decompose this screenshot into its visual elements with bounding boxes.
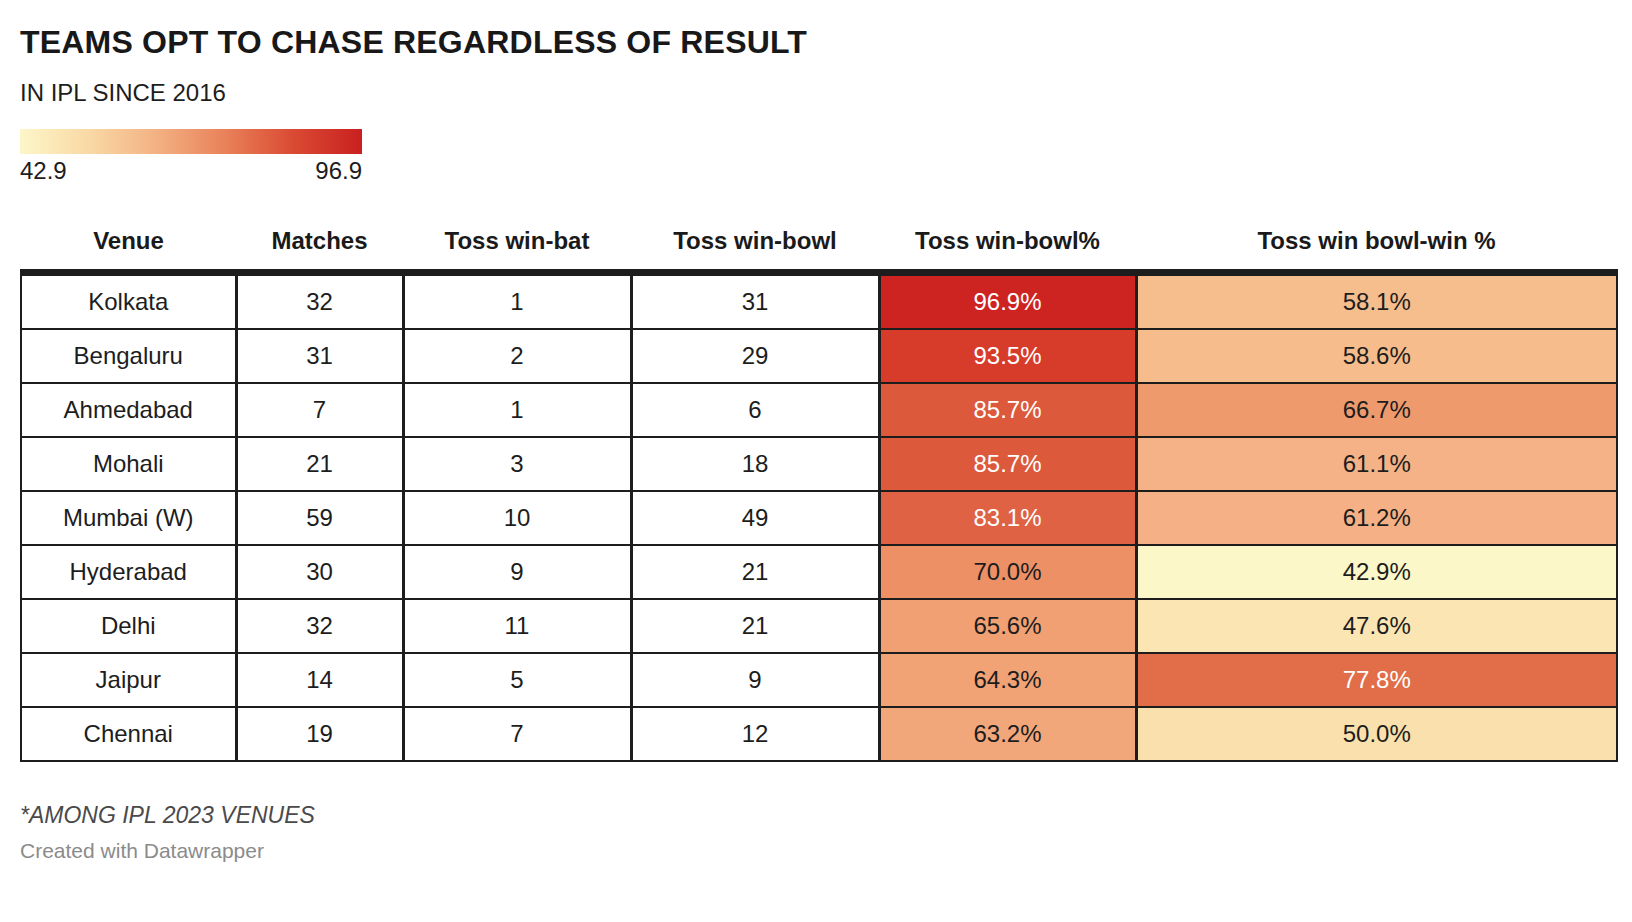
column-header: Matches: [236, 217, 403, 273]
table-cell: 21: [631, 545, 879, 599]
table-cell: 1: [403, 383, 631, 437]
table-cell: 31: [631, 273, 879, 330]
table-row: Delhi32112165.6%47.6%: [21, 599, 1617, 653]
table-cell: 21: [631, 599, 879, 653]
table-cell: 18: [631, 437, 879, 491]
table-cell: 11: [403, 599, 631, 653]
table-cell: 64.3%: [879, 653, 1136, 707]
column-header: Venue: [21, 217, 236, 273]
venue-cell: Hyderabad: [21, 545, 236, 599]
table-cell: 47.6%: [1136, 599, 1617, 653]
table-cell: 70.0%: [879, 545, 1136, 599]
table-cell: 32: [236, 273, 403, 330]
column-header: Toss win-bowl%: [879, 217, 1136, 273]
table-cell: 5: [403, 653, 631, 707]
table-cell: 7: [236, 383, 403, 437]
table-row: Chennai1971263.2%50.0%: [21, 707, 1617, 761]
table-cell: 61.2%: [1136, 491, 1617, 545]
table-row: Hyderabad3092170.0%42.9%: [21, 545, 1617, 599]
table-row: Kolkata3213196.9%58.1%: [21, 273, 1617, 330]
table-cell: 9: [631, 653, 879, 707]
legend-labels: 42.9 96.9: [20, 157, 362, 185]
table-cell: 63.2%: [879, 707, 1136, 761]
table-cell: 19: [236, 707, 403, 761]
column-header: Toss win bowl-win %: [1136, 217, 1617, 273]
table-row: Mumbai (W)59104983.1%61.2%: [21, 491, 1617, 545]
venue-cell: Mumbai (W): [21, 491, 236, 545]
table-cell: 83.1%: [879, 491, 1136, 545]
venue-cell: Chennai: [21, 707, 236, 761]
footnote: *AMONG IPL 2023 VENUES: [20, 802, 1614, 829]
table-cell: 42.9%: [1136, 545, 1617, 599]
heatmap-legend: 42.9 96.9: [20, 129, 362, 185]
column-header: Toss win-bat: [403, 217, 631, 273]
table-cell: 1: [403, 273, 631, 330]
table-cell: 3: [403, 437, 631, 491]
legend-max-label: 96.9: [315, 157, 362, 185]
table-cell: 32: [236, 599, 403, 653]
table-body: Kolkata3213196.9%58.1%Bengaluru3122993.5…: [21, 273, 1617, 762]
table-cell: 21: [236, 437, 403, 491]
table-cell: 61.1%: [1136, 437, 1617, 491]
table-cell: 85.7%: [879, 383, 1136, 437]
table-row: Jaipur145964.3%77.8%: [21, 653, 1617, 707]
table-cell: 96.9%: [879, 273, 1136, 330]
table-row: Ahmedabad71685.7%66.7%: [21, 383, 1617, 437]
legend-min-label: 42.9: [20, 157, 67, 185]
legend-gradient-bar: [20, 129, 362, 154]
table-cell: 2: [403, 329, 631, 383]
table-cell: 66.7%: [1136, 383, 1617, 437]
table-cell: 29: [631, 329, 879, 383]
table-cell: 85.7%: [879, 437, 1136, 491]
table-cell: 77.8%: [1136, 653, 1617, 707]
datawrapper-credit: Created with Datawrapper: [20, 839, 1614, 863]
table-row: Bengaluru3122993.5%58.6%: [21, 329, 1617, 383]
table-cell: 12: [631, 707, 879, 761]
table-cell: 93.5%: [879, 329, 1136, 383]
page: TEAMS OPT TO CHASE REGARDLESS OF RESULT …: [0, 0, 1632, 922]
table-cell: 65.6%: [879, 599, 1136, 653]
table-cell: 50.0%: [1136, 707, 1617, 761]
venue-toss-table: VenueMatchesToss win-batToss win-bowlTos…: [20, 217, 1618, 762]
table-cell: 58.1%: [1136, 273, 1617, 330]
venue-cell: Delhi: [21, 599, 236, 653]
table-cell: 59: [236, 491, 403, 545]
table-cell: 31: [236, 329, 403, 383]
venue-cell: Bengaluru: [21, 329, 236, 383]
table-cell: 49: [631, 491, 879, 545]
table-head: VenueMatchesToss win-batToss win-bowlTos…: [21, 217, 1617, 273]
table-cell: 30: [236, 545, 403, 599]
venue-cell: Kolkata: [21, 273, 236, 330]
table-header-row: VenueMatchesToss win-batToss win-bowlTos…: [21, 217, 1617, 273]
venue-cell: Ahmedabad: [21, 383, 236, 437]
venue-cell: Jaipur: [21, 653, 236, 707]
column-header: Toss win-bowl: [631, 217, 879, 273]
venue-cell: Mohali: [21, 437, 236, 491]
table-cell: 6: [631, 383, 879, 437]
table-row: Mohali2131885.7%61.1%: [21, 437, 1617, 491]
page-title: TEAMS OPT TO CHASE REGARDLESS OF RESULT: [20, 24, 1614, 61]
table-cell: 14: [236, 653, 403, 707]
table-cell: 10: [403, 491, 631, 545]
table-cell: 58.6%: [1136, 329, 1617, 383]
page-subtitle: IN IPL SINCE 2016: [20, 79, 1614, 107]
table-cell: 9: [403, 545, 631, 599]
table-cell: 7: [403, 707, 631, 761]
